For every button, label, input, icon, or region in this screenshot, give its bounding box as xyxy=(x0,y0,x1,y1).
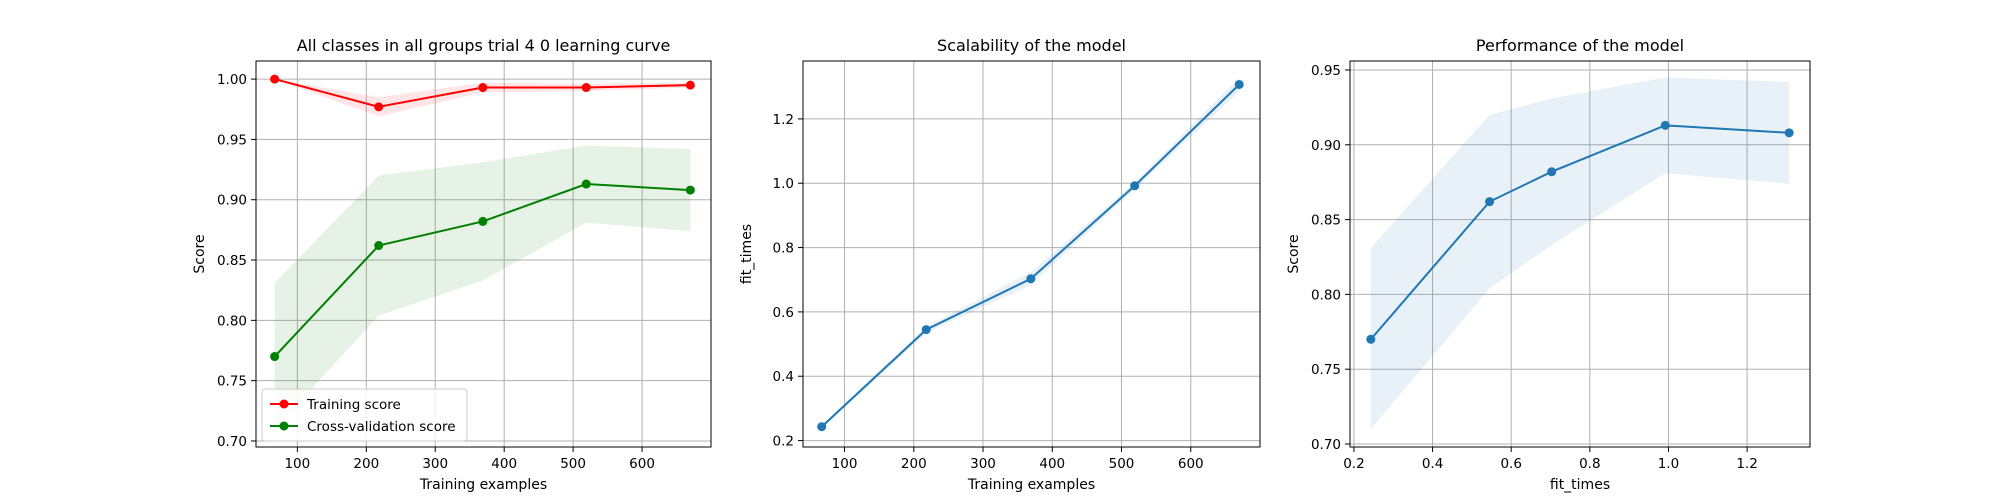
series-1-point xyxy=(685,80,695,90)
y-axis-label: Score xyxy=(1286,234,1302,273)
subplot-1: 100 200 300 400 500 600 0.70 0.75 0.80 0.85 0.90 0.… xyxy=(192,36,712,493)
x-tick-label: 400 xyxy=(491,456,517,472)
subplot-3: 0.2 0.4 0.6 0.8 1.0 1.2 0.70 0.75 0.80 0.85 0.90 0.… xyxy=(1286,36,1811,493)
series-1-point xyxy=(1130,181,1140,191)
chart-title: Scalability of the model xyxy=(937,36,1126,55)
x-tick-label: 600 xyxy=(629,456,655,472)
series-1-point xyxy=(478,83,488,93)
x-tick-label: 200 xyxy=(901,456,927,472)
x-tick-label: 0.4 xyxy=(1422,456,1443,472)
x-tick-label: 300 xyxy=(970,456,996,472)
series-2-point xyxy=(374,241,384,251)
series-1-point xyxy=(1547,167,1557,177)
y-tick-label: 1.0 xyxy=(773,176,794,192)
x-tick-label: 100 xyxy=(832,456,858,472)
x-tick-label: 400 xyxy=(1039,456,1065,472)
x-axis-label: fit_times xyxy=(1550,477,1610,493)
axes-frame xyxy=(1349,60,1811,448)
x-tick-label: 0.2 xyxy=(1343,456,1364,472)
legend-label: Training score xyxy=(306,397,401,413)
legend-marker xyxy=(279,421,289,431)
y-tick-label: 0.95 xyxy=(217,132,247,148)
y-tick-label: 1.00 xyxy=(217,72,247,88)
y-tick-label: 0.95 xyxy=(1311,63,1341,79)
y-tick-label: 0.80 xyxy=(217,313,247,329)
y-tick-label: 0.2 xyxy=(773,434,794,450)
series-1-point xyxy=(581,83,591,93)
y-tick-label: 0.70 xyxy=(217,434,247,450)
series-1-point xyxy=(1660,120,1670,130)
series-2-band xyxy=(274,145,691,429)
series-1-point xyxy=(374,102,384,112)
y-tick-label: 0.85 xyxy=(1311,213,1341,229)
y-tick-label: 0.85 xyxy=(217,253,247,269)
x-tick-label: 0.8 xyxy=(1579,456,1600,472)
y-tick-label: 0.75 xyxy=(217,374,247,390)
legend: Training score Cross-validation score xyxy=(261,388,468,442)
x-axis-label: Training examples xyxy=(967,477,1095,493)
series-1-line xyxy=(821,83,1240,428)
axes-frame xyxy=(255,60,712,448)
series-1-point xyxy=(1026,274,1036,284)
y-tick-label: 1.2 xyxy=(773,112,794,128)
series-1-point xyxy=(1366,334,1376,344)
x-tick-label: 1.0 xyxy=(1658,456,1679,472)
chart-title: Performance of the model xyxy=(1476,36,1684,55)
series-1-point xyxy=(1485,197,1495,207)
axes-frame xyxy=(802,60,1261,448)
series-1-point xyxy=(1234,79,1244,89)
y-tick-label: 0.90 xyxy=(217,193,247,209)
x-tick-label: 500 xyxy=(1109,456,1135,472)
series-2-point xyxy=(270,352,280,362)
series-1-point xyxy=(817,422,827,432)
x-tick-label: 500 xyxy=(560,456,586,472)
x-tick-label: 100 xyxy=(284,456,310,472)
x-tick-label: 0.6 xyxy=(1500,456,1521,472)
y-axis-label: fit_times xyxy=(739,224,755,284)
series-2-point xyxy=(581,179,591,189)
y-tick-label: 0.80 xyxy=(1311,287,1341,303)
x-tick-label: 1.2 xyxy=(1736,456,1757,472)
series-2-point xyxy=(685,185,695,195)
y-tick-label: 0.6 xyxy=(773,305,794,321)
chart-title: All classes in all groups trial 4 0 lear… xyxy=(297,36,671,55)
series-1-band xyxy=(821,77,1240,429)
x-tick-label: 300 xyxy=(422,456,448,472)
x-tick-label: 200 xyxy=(353,456,379,472)
x-tick-label: 600 xyxy=(1178,456,1204,472)
legend-box xyxy=(261,388,468,442)
y-tick-label: 0.90 xyxy=(1311,138,1341,154)
legend-marker xyxy=(279,399,289,409)
y-tick-label: 0.8 xyxy=(773,241,794,257)
series-2-point xyxy=(478,216,488,226)
series-1-point xyxy=(270,74,280,84)
series-1-point xyxy=(921,325,931,335)
y-tick-label: 0.4 xyxy=(773,369,794,385)
y-axis-label: Score xyxy=(192,234,208,273)
x-axis-label: Training examples xyxy=(419,477,547,493)
y-tick-label: 0.75 xyxy=(1311,362,1341,378)
series-1-point xyxy=(1784,128,1794,138)
legend-label: Cross-validation score xyxy=(307,419,456,435)
subplot-2: 100 200 300 400 500 600 0.2 0.4 0.6 0.8 1.0 1.2 Scal… xyxy=(739,36,1261,493)
y-tick-label: 0.70 xyxy=(1311,437,1341,453)
series-1-band xyxy=(1370,77,1790,430)
